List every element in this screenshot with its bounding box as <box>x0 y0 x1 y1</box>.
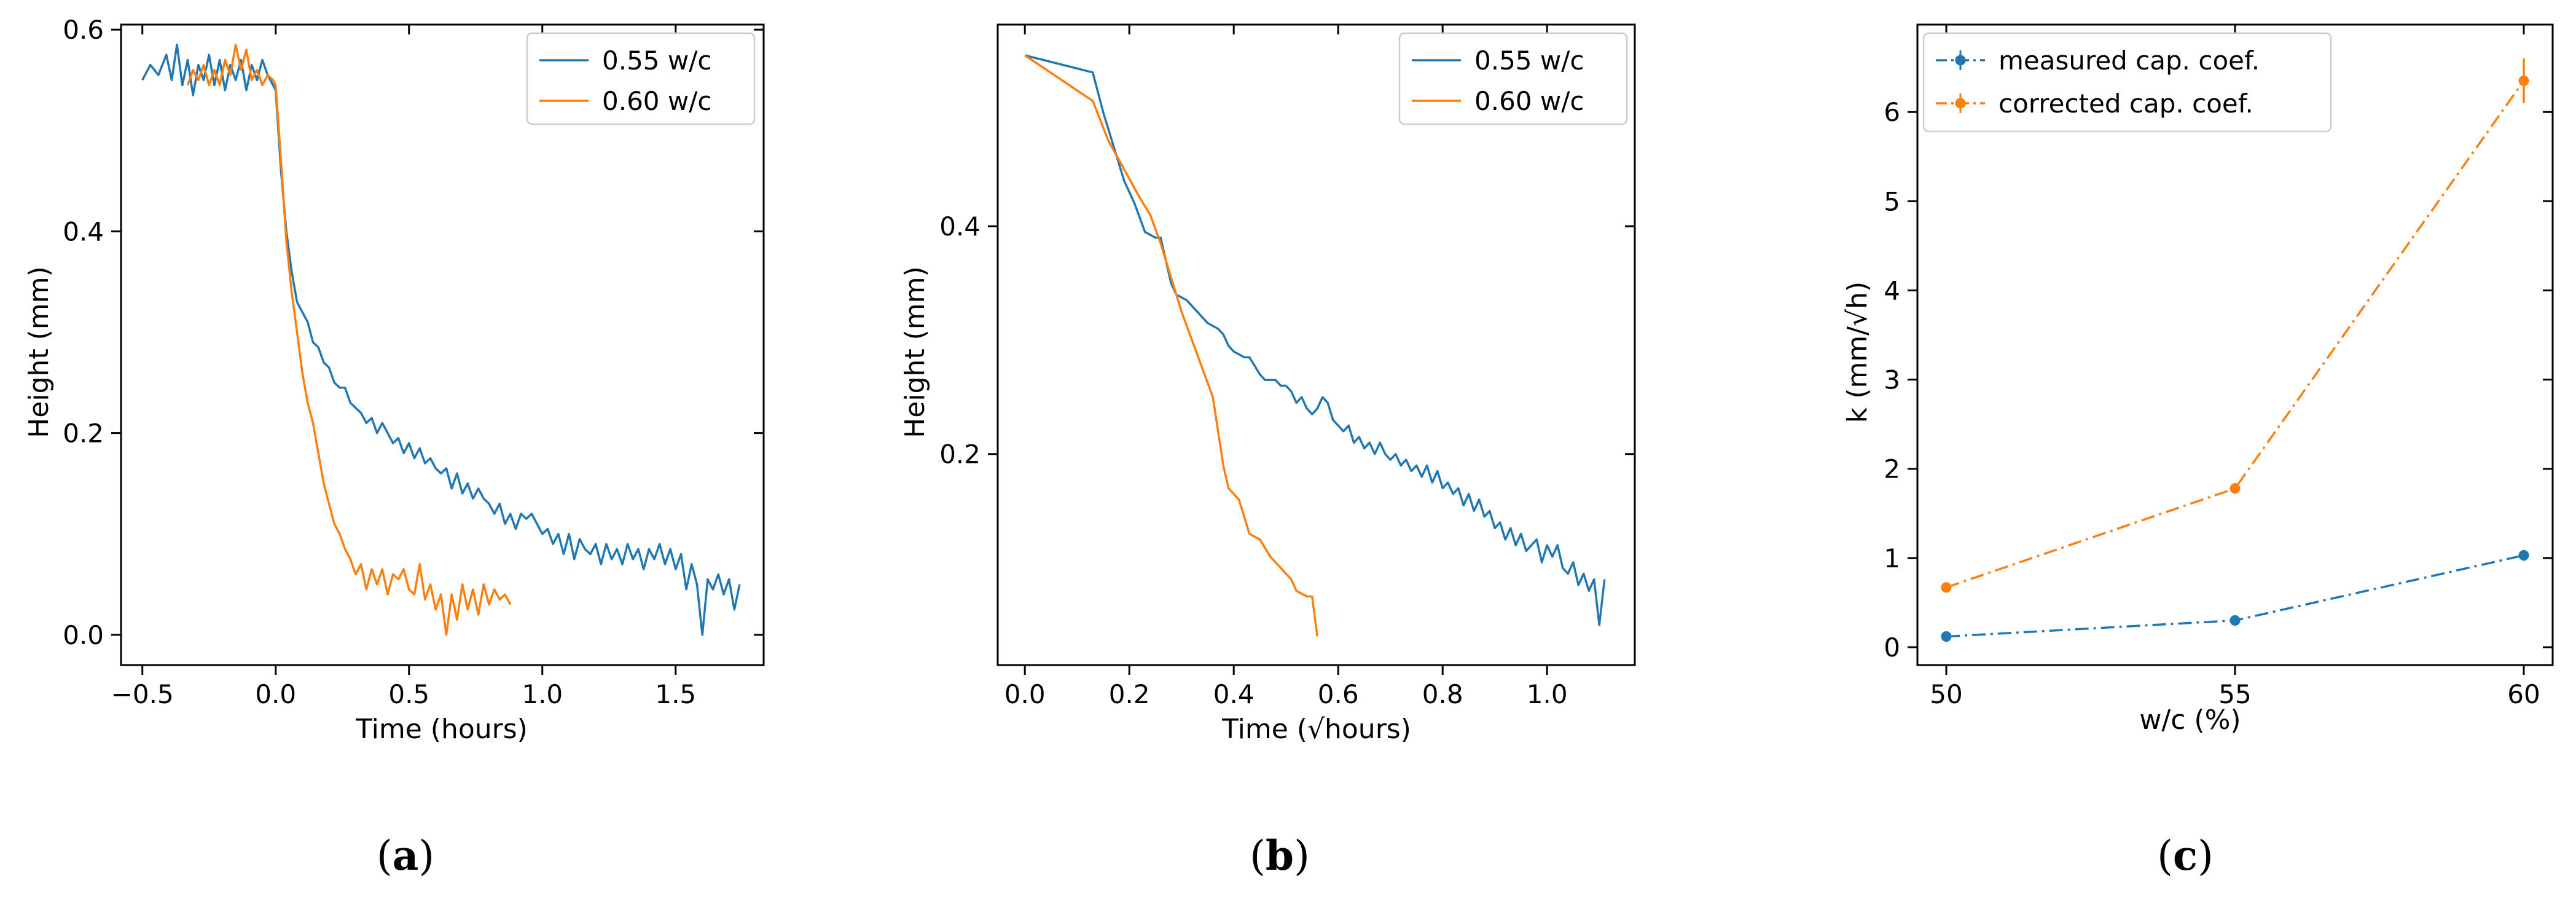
panel-a-legend-label: 0.60 w/c <box>602 86 711 116</box>
panel-c-ytick-label: 6 <box>1884 97 1900 127</box>
caption-b-close: ) <box>1294 832 1310 880</box>
panel-a-axes-frame <box>120 23 765 666</box>
panel-a: −0.5 0.0 0.5 1.0 1.50.00.20.40.6 Time (hours… <box>23 15 765 745</box>
panel-a-ytick-label: 0.6 <box>63 15 104 45</box>
panel-c-ytick-label: 5 <box>1884 186 1900 216</box>
panel-a-xtick-label: −0.5 <box>111 679 174 709</box>
panel-b-legend: 0.55 w/c 0.60 w/c <box>1398 32 1628 125</box>
panel-c-plot: 50 55 60 0 1 2 3 4 5 6 <box>1884 23 2554 709</box>
panel-a-ytick-label: 0.0 <box>63 620 104 650</box>
panel-a-ytick-label: 0.4 <box>63 216 104 246</box>
panel-a-xtick-label: 0.0 <box>255 679 296 709</box>
panel-c-data <box>1941 58 2529 642</box>
panel-c-series-1-point <box>2230 615 2241 626</box>
panel-a-legend: 0.55 w/c 0.60 w/c <box>526 32 756 125</box>
panel-c-legend-box <box>1922 32 2332 133</box>
caption-c-letter: c <box>2173 832 2198 880</box>
panel-c-xtick-label: 50 <box>1930 679 1962 709</box>
panel-a-plot: −0.5 0.0 0.5 1.0 1.50.00.20.40.6 <box>63 15 765 709</box>
panel-c-legend-marker <box>1955 55 1966 66</box>
panel-b-xtick-label: 0.0 <box>1004 679 1046 709</box>
caption-c-close: ) <box>2198 832 2214 880</box>
panel-b-xtick-label: 0.8 <box>1422 679 1463 709</box>
panel-a-xtick-label: 1.5 <box>655 679 696 709</box>
panel-c-ytick-label: 0 <box>1884 632 1900 663</box>
panel-c-legend-label: measured cap. coef. <box>1999 45 2260 76</box>
panel-c-series-1-point <box>1941 631 1952 642</box>
caption-b-letter: b <box>1266 832 1294 880</box>
panel-c-xtick-label: 60 <box>2507 679 2540 709</box>
panel-b-ylabel: Height (mm) <box>899 266 931 438</box>
panel-c-series-1-point <box>2518 550 2529 561</box>
panel-b: 0.0 0.2 0.4 0.6 0.8 1.0 0.2 0.4 Time (√hours) H… <box>899 23 1636 745</box>
panel-a-xtick-label: 1.0 <box>522 679 563 709</box>
panel-b-xtick-label: 0.4 <box>1213 679 1255 709</box>
panel-a-xlabel: Time (hours) <box>355 714 528 745</box>
panel-b-legend-label: 0.55 w/c <box>1474 45 1584 76</box>
caption-a-close: ) <box>418 832 434 880</box>
panel-c-legend-label: corrected cap. coef. <box>1999 89 2253 119</box>
panel-a-legend-label: 0.55 w/c <box>602 45 711 76</box>
caption-b-open: ( <box>1250 832 1266 880</box>
panel-a-xtick-label: 0.5 <box>388 679 429 709</box>
panel-c-legend: measured cap. coef. corrected cap. coef. <box>1922 32 2332 133</box>
panel-c-xtick-label: 55 <box>2218 679 2251 709</box>
panel-a-series-2-line <box>186 44 512 636</box>
panel-b-series-2-line <box>1024 54 1318 637</box>
panel-b-legend-label: 0.60 w/c <box>1474 86 1584 116</box>
panel-a-series-1-line <box>141 44 741 636</box>
panel-a-data <box>141 44 741 636</box>
panel-c-series-2-line <box>1946 80 2525 589</box>
panel-b-ytick-label: 0.2 <box>939 439 981 470</box>
panel-b-plot: 0.0 0.2 0.4 0.6 0.8 1.0 0.2 0.4 <box>939 23 1636 709</box>
panel-c: 50 55 60 0 1 2 3 4 5 6 w/c (%) k (mm/√h) measured… <box>1842 23 2554 736</box>
panel-b-ytick-label: 0.4 <box>939 211 981 242</box>
caption-a: (a) <box>377 832 434 880</box>
caption-c-open: ( <box>2157 832 2173 880</box>
panel-c-series-2-point <box>2230 483 2241 494</box>
caption-c: (c) <box>2157 832 2214 880</box>
panel-c-ylabel: k (mm/√h) <box>1842 282 1873 423</box>
panel-c-ytick-label: 4 <box>1884 275 1900 305</box>
panel-b-xlabel: Time (√hours) <box>1221 714 1411 745</box>
panel-c-series-2-point <box>2518 75 2529 86</box>
caption-b: (b) <box>1250 832 1310 880</box>
panel-c-ytick-label: 2 <box>1884 454 1900 484</box>
panel-b-xtick-label: 0.6 <box>1318 679 1359 709</box>
caption-a-letter: a <box>393 832 419 880</box>
panel-b-series-1-line <box>1024 54 1606 626</box>
panel-a-ytick-label: 0.2 <box>63 419 104 449</box>
panel-b-data <box>1024 54 1606 637</box>
caption-a-open: ( <box>377 832 393 880</box>
panel-c-series-2-point <box>1941 582 1952 593</box>
panel-b-xtick-label: 1.0 <box>1527 679 1568 709</box>
panel-c-ytick-label: 1 <box>1884 543 1900 573</box>
panel-c-xlabel: w/c (%) <box>2139 704 2241 736</box>
panel-b-axes-frame <box>996 23 1636 666</box>
panel-c-legend-marker <box>1955 98 1966 109</box>
panel-c-ytick-label: 3 <box>1884 365 1900 395</box>
panel-b-xtick-label: 0.2 <box>1109 679 1150 709</box>
panel-a-ylabel: Height (mm) <box>23 266 55 438</box>
